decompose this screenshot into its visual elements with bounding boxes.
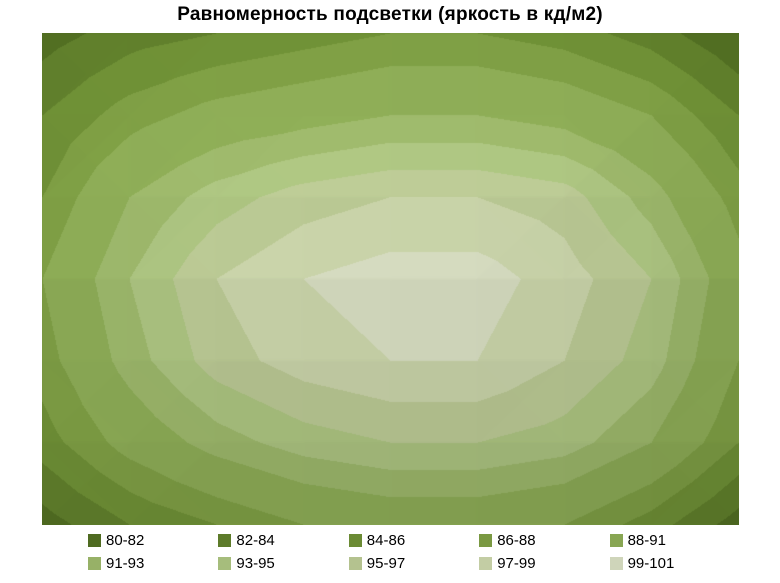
legend-label: 80-82 [106,532,145,549]
legend-label: 91-93 [106,555,145,572]
chart-title: Равномерность подсветки (яркость в кд/м2… [177,4,603,25]
legend-item: 99-101 [609,555,740,572]
legend-swatch [88,557,101,570]
legend: 80-82 82-84 84-86 86-88 88-91 91-93 93-95 95-97… [88,533,740,571]
legend-item: 91-93 [88,556,218,571]
legend-item: 95-97 [348,555,479,572]
legend-swatch [479,557,493,570]
legend-label: 88-91 [627,532,666,549]
legend-item: 93-95 [218,556,348,571]
legend-swatch [609,557,623,570]
legend-item: 84-86 [348,532,479,549]
legend-label: 99-101 [627,555,675,572]
legend-label: 84-86 [366,532,406,549]
legend-label: 93-95 [236,555,275,572]
legend-label: 86-88 [497,532,536,549]
legend-swatch [88,534,101,547]
legend-swatch [609,534,623,547]
legend-item: 97-99 [479,556,609,571]
legend-swatch [348,557,362,570]
legend-swatch [218,557,232,570]
legend-swatch [218,534,232,547]
contour-plot [42,33,739,525]
legend-label: 82-84 [236,532,275,549]
legend-item: 86-88 [479,533,609,548]
legend-item: 88-91 [609,532,740,549]
legend-label: 95-97 [366,555,406,572]
legend-swatch [479,534,493,547]
legend-label: 97-99 [497,555,536,572]
legend-swatch [348,534,362,547]
legend-item: 80-82 [88,533,218,548]
legend-item: 82-84 [218,533,348,548]
